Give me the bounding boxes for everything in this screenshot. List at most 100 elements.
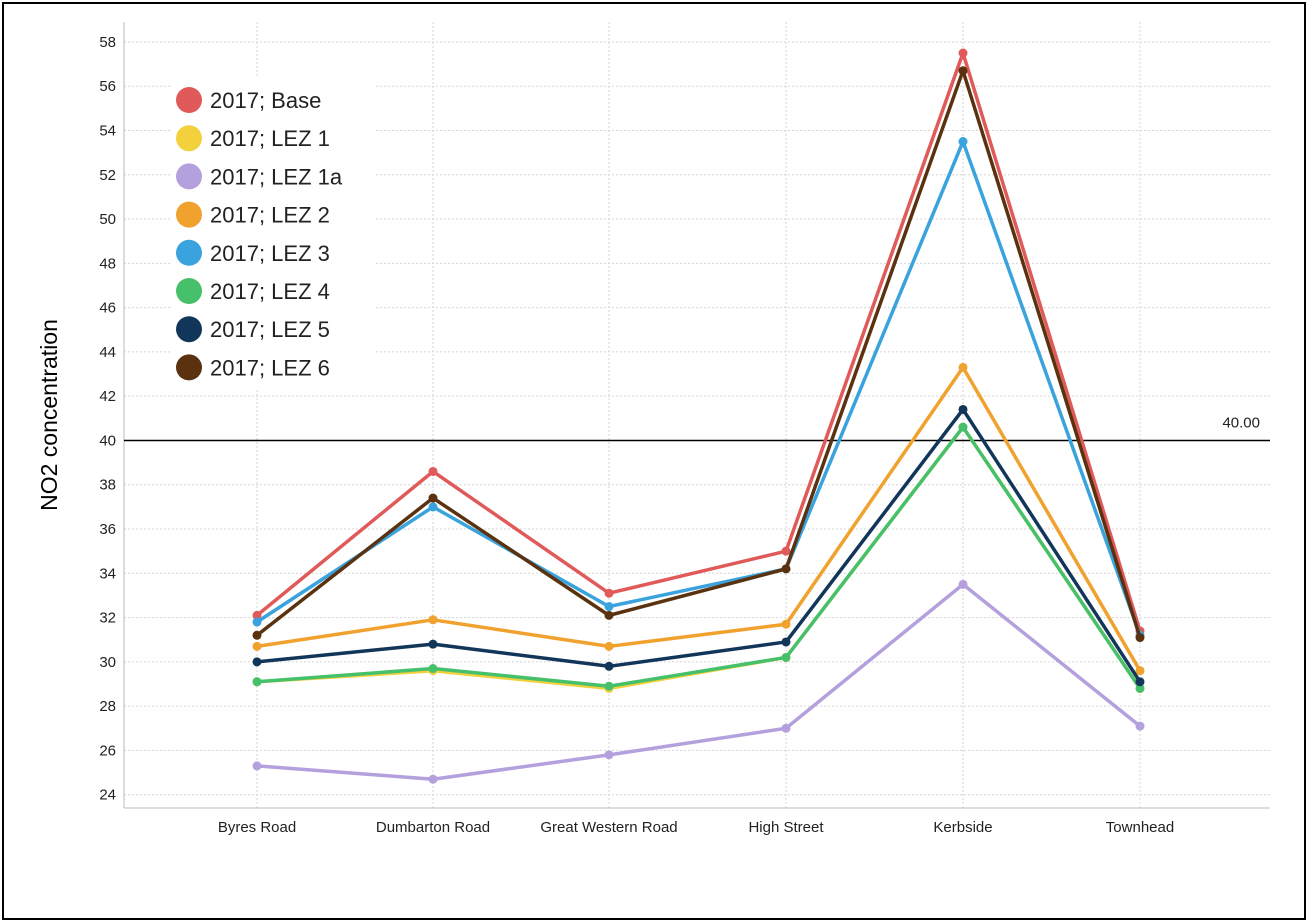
data-point (252, 641, 262, 651)
legend: 2017; Base 2017; LEZ 1 2017; LEZ 1a 2017; L… (170, 76, 375, 388)
legend-swatch (176, 354, 202, 381)
series-line (256, 425, 1142, 690)
data-point (958, 362, 968, 372)
y-tick-label: 38 (99, 477, 116, 494)
series-line (256, 407, 1142, 683)
legend-swatch (176, 125, 202, 152)
series-line (256, 139, 1142, 636)
x-tick-label: Byres Road (218, 819, 296, 836)
data-point (428, 774, 438, 784)
y-tick-label: 50 (99, 211, 116, 228)
series-line (256, 582, 1142, 781)
x-axis-ticks: Byres Road Dumbarton Road Great Western Ro… (218, 819, 1174, 836)
data-point (958, 66, 968, 76)
data-point (958, 422, 968, 432)
reference-line-label: 40.00 (1222, 414, 1260, 431)
data-point (1135, 677, 1145, 687)
data-point (1135, 633, 1145, 643)
y-tick-label: 34 (99, 565, 116, 582)
data-point (428, 639, 438, 649)
x-tick-label: High Street (748, 819, 824, 836)
y-tick-label: 28 (99, 698, 116, 715)
series-2017-lez-6 (252, 66, 1145, 643)
legend-swatch (176, 316, 202, 343)
y-tick-label: 44 (99, 344, 116, 361)
y-tick-label: 40 (99, 432, 116, 449)
legend-swatch (176, 87, 202, 113)
data-point (958, 579, 968, 589)
y-tick-label: 24 (99, 787, 116, 804)
y-tick-label: 58 (99, 34, 116, 51)
data-point (428, 502, 438, 512)
grid (123, 22, 1270, 809)
legend-label: 2017; LEZ 1a (210, 164, 343, 189)
data-point (252, 617, 262, 627)
x-tick-label: Townhead (1106, 819, 1174, 836)
y-tick-label: 46 (99, 300, 116, 317)
series-2017-lez-2 (252, 362, 1145, 676)
legend-swatch (176, 201, 202, 228)
data-point (781, 546, 791, 556)
y-tick-label: 52 (99, 167, 116, 184)
y-tick-label: 32 (99, 610, 116, 627)
data-point (428, 466, 438, 476)
data-point (604, 588, 614, 598)
series-2017-lez-4 (252, 422, 1145, 693)
legend-label: 2017; LEZ 4 (210, 279, 330, 304)
legend-label: 2017; LEZ 6 (210, 355, 330, 380)
data-point (428, 664, 438, 674)
data-point (781, 637, 791, 647)
y-tick-label: 36 (99, 521, 116, 538)
data-point (781, 619, 791, 629)
y-tick-label: 30 (99, 654, 116, 671)
x-tick-label: Dumbarton Road (376, 819, 490, 836)
series-2017-lez-1a (252, 579, 1145, 784)
legend-label: 2017; Base (210, 88, 321, 113)
legend-label: 2017; LEZ 1 (210, 126, 330, 151)
data-point (1135, 683, 1145, 693)
legend-swatch (176, 163, 202, 190)
reference-line: 40.00 (124, 414, 1270, 442)
legend-label: 2017; LEZ 2 (210, 203, 330, 228)
series-2017-lez-5 (252, 404, 1145, 687)
data-point (604, 681, 614, 691)
series-line (255, 68, 1142, 639)
data-point (252, 630, 262, 640)
data-point (252, 657, 262, 667)
series-lines (252, 48, 1145, 784)
legend-label: 2017; LEZ 3 (210, 241, 330, 266)
data-point (604, 602, 614, 612)
data-point (958, 404, 968, 414)
data-point (604, 750, 614, 760)
series-2017-base (252, 48, 1145, 636)
y-axis-ticks: 24 26 28 30 32 34 36 38 40 42 44 46 48 50 52 54 56 58 (99, 34, 116, 804)
legend-swatch (176, 278, 202, 304)
y-tick-label: 56 (99, 78, 116, 95)
legend-background (170, 76, 375, 388)
data-point (252, 761, 262, 771)
legend-label: 2017; LEZ 5 (210, 317, 330, 342)
y-tick-label: 54 (99, 122, 116, 139)
data-point (604, 610, 614, 620)
data-point (604, 661, 614, 671)
data-point (958, 48, 968, 58)
y-tick-label: 26 (99, 742, 116, 759)
series-line (256, 365, 1142, 672)
data-point (604, 641, 614, 651)
data-point (781, 652, 791, 662)
data-point (781, 564, 791, 574)
y-tick-label: 48 (99, 255, 116, 272)
data-point (252, 677, 262, 687)
y-tick-label: 42 (99, 388, 116, 405)
data-point (428, 615, 438, 625)
data-point (428, 493, 438, 503)
data-point (958, 137, 968, 147)
series-line (255, 51, 1142, 632)
y-axis-label: NO2 concentration (36, 319, 62, 511)
data-point (1135, 721, 1145, 731)
x-tick-label: Great Western Road (540, 819, 677, 836)
data-point (252, 610, 262, 620)
legend-swatch (176, 239, 202, 266)
data-point (781, 723, 791, 733)
